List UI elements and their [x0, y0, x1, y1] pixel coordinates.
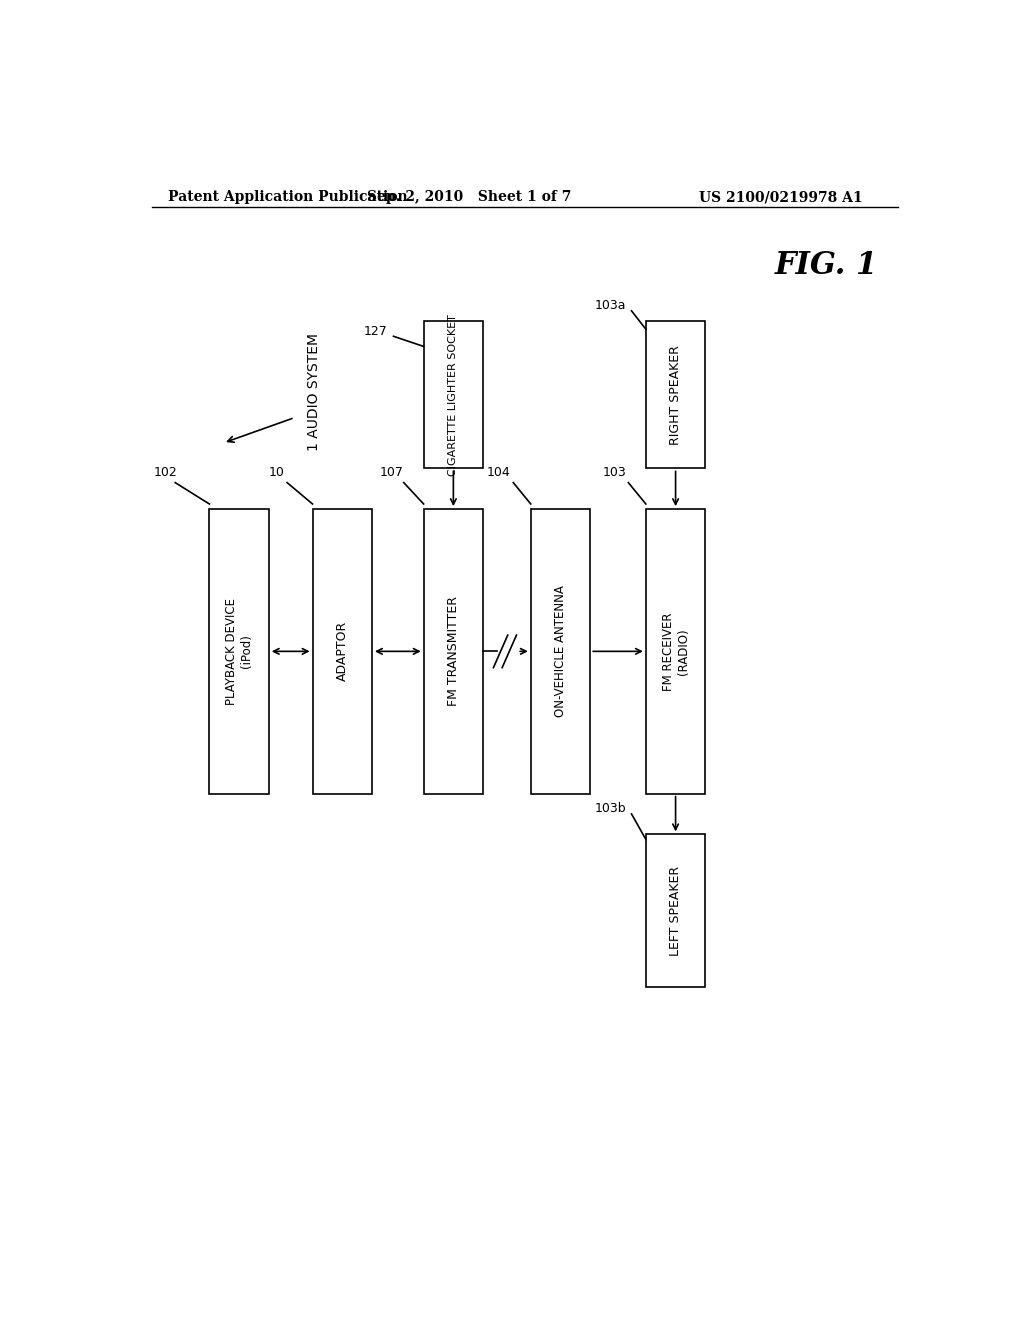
- Text: 102: 102: [154, 466, 177, 479]
- Text: 104: 104: [487, 466, 511, 479]
- Text: RIGHT SPEAKER: RIGHT SPEAKER: [669, 345, 682, 445]
- Text: 103b: 103b: [594, 803, 626, 816]
- Bar: [209, 510, 269, 793]
- Text: PLAYBACK DEVICE
(iPod): PLAYBACK DEVICE (iPod): [225, 598, 253, 705]
- Bar: [424, 510, 483, 793]
- Text: 103: 103: [602, 466, 626, 479]
- Text: FM RECEIVER
(RADIO): FM RECEIVER (RADIO): [662, 612, 689, 690]
- Bar: [646, 510, 706, 793]
- Text: 107: 107: [380, 466, 403, 479]
- Text: 1 AUDIO SYSTEM: 1 AUDIO SYSTEM: [307, 333, 322, 451]
- Bar: [646, 834, 706, 987]
- Text: Sep. 2, 2010   Sheet 1 of 7: Sep. 2, 2010 Sheet 1 of 7: [367, 190, 571, 205]
- Bar: [424, 321, 483, 469]
- Text: FIG. 1: FIG. 1: [775, 249, 878, 281]
- Text: 103a: 103a: [594, 300, 626, 313]
- Text: LEFT SPEAKER: LEFT SPEAKER: [669, 866, 682, 956]
- Text: 10: 10: [269, 466, 285, 479]
- Text: ON-VEHICLE ANTENNA: ON-VEHICLE ANTENNA: [554, 585, 567, 717]
- Bar: [312, 510, 372, 793]
- Bar: [530, 510, 590, 793]
- Bar: [646, 321, 706, 469]
- Text: US 2100/0219978 A1: US 2100/0219978 A1: [699, 190, 863, 205]
- Text: Patent Application Publication: Patent Application Publication: [168, 190, 408, 205]
- Text: 127: 127: [365, 325, 388, 338]
- Text: FM TRANSMITTER: FM TRANSMITTER: [446, 597, 460, 706]
- Text: CIGARETTE LIGHTER SOCKET: CIGARETTE LIGHTER SOCKET: [449, 314, 459, 475]
- Text: ADAPTOR: ADAPTOR: [336, 622, 349, 681]
